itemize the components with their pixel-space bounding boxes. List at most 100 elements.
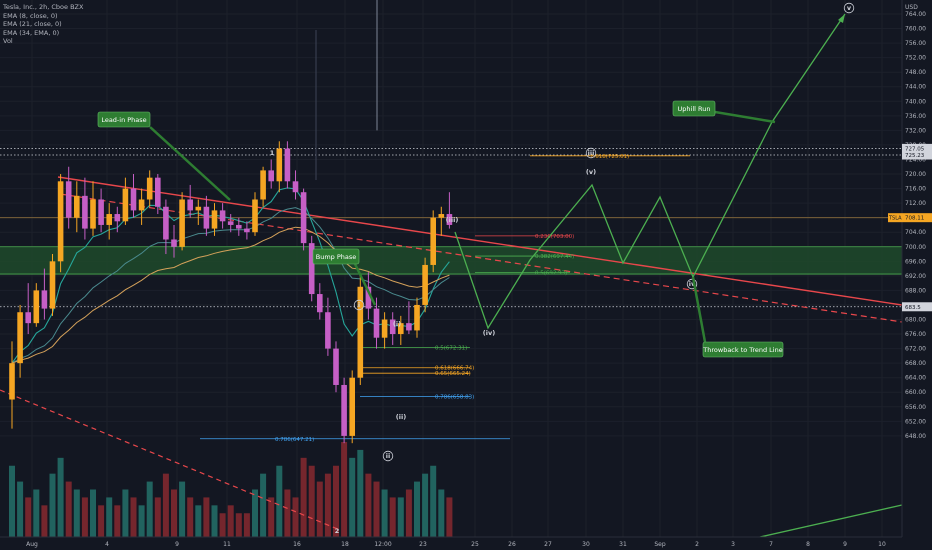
volume-bar (276, 465, 283, 537)
wave-label-ring (843, 2, 855, 14)
time-tick-label: Sep (654, 541, 666, 548)
price-tick-label: 712.00 (905, 200, 926, 207)
legend-ema21: EMA (21, close, 0) (3, 20, 62, 28)
candle-body (138, 199, 145, 211)
price-tick-label: 676.00 (905, 331, 926, 338)
candle-body (284, 148, 291, 182)
support-zone (0, 246, 902, 275)
price-tick-label: 660.00 (905, 389, 926, 396)
time-tick-label: 18 (341, 541, 349, 548)
annotation-pointer (714, 110, 776, 124)
trendline-dashed (59, 193, 903, 323)
candle-body (333, 348, 339, 385)
candle-body (57, 181, 64, 262)
volume-bar (9, 465, 15, 537)
candle-body (422, 264, 428, 305)
price-tag (902, 302, 932, 312)
volume-bar (203, 497, 210, 537)
candle-body (41, 290, 48, 309)
volume-bar (25, 497, 32, 537)
candle-body (414, 304, 420, 331)
candle-body (114, 214, 121, 222)
candle-body (211, 210, 218, 229)
symbol-tag-label: TSLA (888, 216, 902, 222)
wave-label: v (847, 4, 852, 12)
time-tick-label: 10 (878, 541, 886, 548)
price-tick-label: 696.00 (905, 258, 926, 265)
time-tick-label: 30 (582, 541, 590, 548)
volume-bar (138, 505, 145, 537)
candle-body (389, 319, 396, 335)
candle-body (292, 181, 299, 193)
price-tick-label: 648.00 (905, 433, 926, 440)
volume-bar (227, 505, 234, 537)
wave-label: (ii) (396, 413, 406, 421)
volume-bar (414, 481, 420, 537)
candle-body (17, 312, 23, 364)
price-tick-label: 704.00 (905, 229, 926, 236)
time-tick-label: 7 (769, 541, 773, 548)
candle-body (98, 199, 104, 225)
ema-34-line (11, 226, 450, 364)
candle-body (398, 323, 404, 335)
volume-bar (98, 505, 105, 537)
price-tick-label: 700.00 (905, 244, 926, 251)
price-tag (902, 150, 932, 160)
candle-body (171, 239, 177, 247)
time-tick-label: 27 (544, 541, 552, 548)
time-tick-label: 9 (175, 541, 179, 548)
volume-bar (324, 473, 331, 537)
candle-body (130, 188, 137, 211)
time-tick-label: 8 (806, 541, 810, 548)
candle-body (252, 199, 258, 233)
volume-bar (57, 457, 64, 537)
time-tick-label: 16 (293, 541, 301, 548)
fib-level-label: 0.5(672.31) (435, 345, 467, 351)
volume-bar (187, 497, 194, 537)
time-tick-label: 26 (508, 541, 516, 548)
annotation-pointer (691, 276, 707, 343)
chart-legend: Tesla, Inc., 2h, Cboe BZX EMA (8, close,… (3, 3, 83, 46)
candle-body (381, 319, 388, 338)
volume-bar (260, 473, 267, 537)
time-tick-label: Aug (26, 541, 38, 548)
volume-bar (154, 497, 161, 537)
candle-body (357, 286, 364, 378)
volume-bar (146, 481, 153, 537)
time-tick-label: 12:00 (374, 541, 391, 548)
candle-body (163, 206, 169, 240)
volume-bar (292, 497, 299, 537)
price-tick-label: 740.00 (905, 98, 926, 105)
volume-bar (65, 481, 72, 537)
candle-body (9, 363, 15, 400)
wave-label-ring (353, 299, 365, 311)
candle-body (227, 221, 234, 225)
price-tag-label: 725.23 (905, 153, 925, 159)
candle-body (203, 206, 210, 229)
volume-bar (268, 497, 275, 537)
wave-label: iv (689, 280, 696, 288)
candle-body (236, 224, 242, 229)
price-axis-bg (902, 0, 932, 550)
volume-bar (389, 497, 396, 537)
time-tick-label: 4 (105, 541, 109, 548)
wave-label-ring (686, 278, 698, 290)
volume-bar (171, 489, 177, 537)
fib-level-label: 0.786(658.83) (435, 395, 474, 401)
volume-bar (90, 489, 96, 537)
current-price-label: 708.11 (905, 216, 924, 222)
candle-body (187, 199, 193, 211)
volume-bar (308, 465, 315, 537)
annotation-box (312, 248, 360, 265)
lower-trend-path (759, 504, 903, 538)
time-tick-label: 23 (419, 541, 427, 548)
candle-body (219, 210, 226, 222)
price-tick-label: 680.00 (905, 317, 926, 324)
projected-wave-path (454, 13, 846, 330)
volume-bar (162, 473, 169, 537)
annotation-label: Bump Phase (316, 253, 357, 261)
price-tag (902, 143, 932, 153)
candle-body (155, 177, 161, 207)
time-tick-label: 31 (619, 541, 627, 548)
